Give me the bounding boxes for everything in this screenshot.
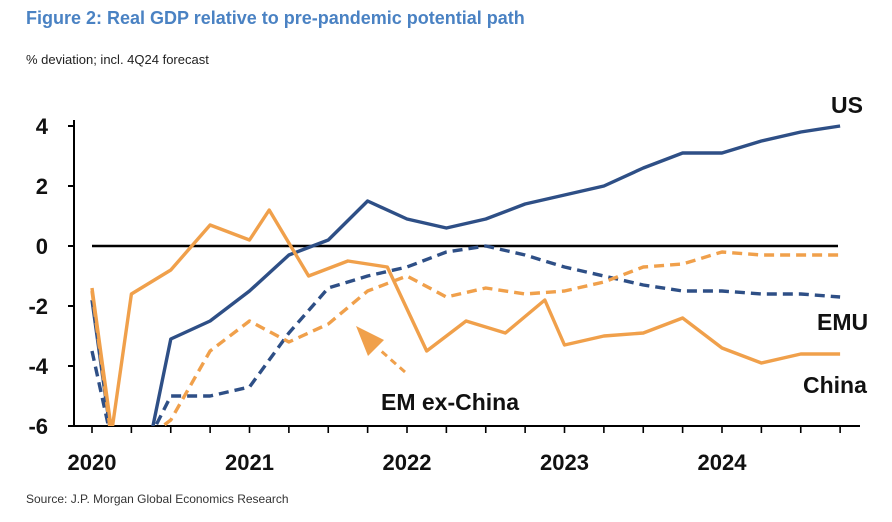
chart-subtitle: % deviation; incl. 4Q24 forecast <box>26 52 209 67</box>
x-tick-label: 2024 <box>698 450 748 475</box>
y-tick-label: -4 <box>28 354 48 379</box>
y-tick-label: -2 <box>28 294 48 319</box>
x-tick-label: 2022 <box>383 450 432 475</box>
annotation-arrow-head <box>356 326 384 356</box>
series-label-em-ex-china: EM ex-China <box>381 389 519 415</box>
series-line-us <box>90 124 841 426</box>
y-tick-label: -6 <box>28 414 48 439</box>
chart-source: Source: J.P. Morgan Global Economics Res… <box>26 492 289 506</box>
chart-title: Figure 2: Real GDP relative to pre-pande… <box>26 8 525 28</box>
series-label-china: China <box>803 372 867 398</box>
x-tick-label: 2020 <box>68 450 117 475</box>
series-line-em-ex-china <box>90 250 841 426</box>
series-label-emu: EMU <box>817 309 868 335</box>
series-line-emu <box>90 244 841 426</box>
annotation-arrow-shaft <box>379 348 406 374</box>
y-tick-label: 2 <box>36 174 48 199</box>
y-tick-label: 4 <box>36 114 49 139</box>
y-tick-label: 0 <box>36 234 48 259</box>
series-line-china <box>90 208 841 426</box>
series-label-us: US <box>831 92 863 118</box>
x-tick-label: 2021 <box>225 450 274 475</box>
x-tick-label: 2023 <box>540 450 589 475</box>
